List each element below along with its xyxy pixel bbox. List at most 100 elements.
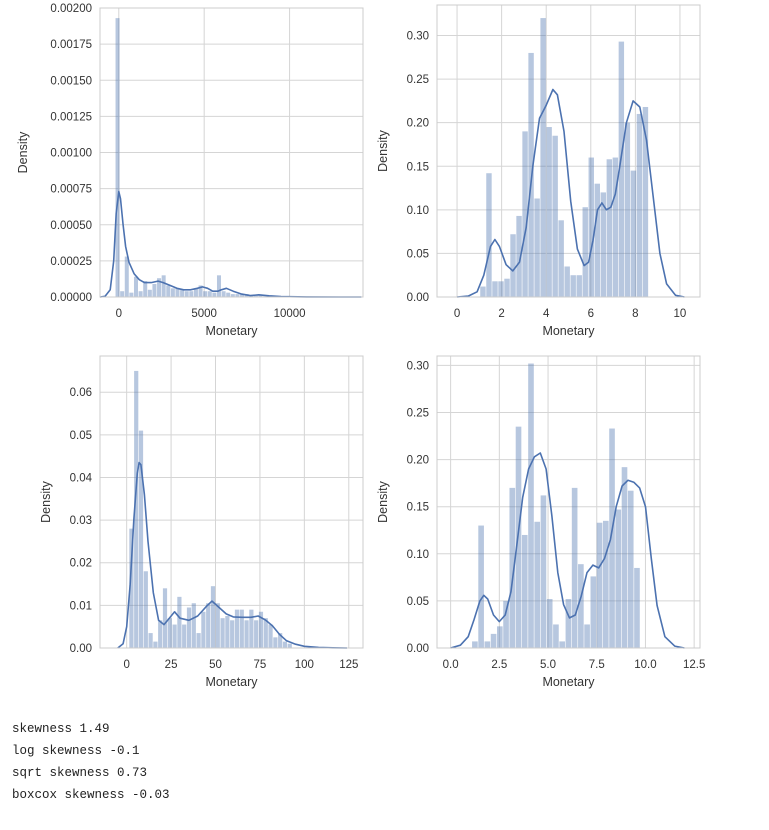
y-tick-label: 0.00175 [50, 39, 92, 51]
histogram-bar [612, 157, 619, 297]
histogram-bar [478, 525, 484, 648]
histogram-bar [153, 641, 158, 648]
histogram-bar [621, 467, 628, 648]
x-tick-label: 5000 [191, 308, 217, 320]
histogram-bar [540, 495, 547, 648]
histogram-bar [258, 611, 264, 648]
histogram-bar [147, 289, 152, 297]
plot-frame [99, 7, 364, 298]
y-axis-label: Density [376, 129, 390, 171]
y-axis-label: Density [16, 131, 30, 173]
plot-frame [99, 355, 364, 649]
histogram-bar [642, 106, 649, 297]
log-skewness-line: log skewness -0.1 [12, 744, 140, 758]
y-tick-label: 0.01 [70, 600, 92, 612]
y-tick-label: 0.00150 [50, 75, 92, 87]
histogram-bar [594, 183, 600, 297]
x-axis-label: Monetary [205, 324, 258, 338]
histogram-bar [129, 528, 134, 648]
histogram-bar [268, 624, 273, 648]
y-tick-label: 0.00 [407, 292, 429, 304]
histogram-bar [225, 616, 230, 648]
histogram-bar [172, 624, 177, 648]
y-tick-label: 0.05 [407, 596, 429, 608]
histogram-bar [221, 291, 226, 297]
y-tick-label: 0.15 [407, 502, 429, 514]
x-tick-label: 0 [123, 659, 129, 671]
plot-frame [436, 355, 701, 649]
x-tick-label: 12.5 [683, 659, 705, 671]
histogram-bar [230, 294, 235, 297]
y-tick-label: 0.00125 [50, 111, 92, 123]
histogram-bar [602, 520, 609, 648]
histogram-bar [226, 292, 231, 297]
x-tick-label: 10 [674, 308, 687, 320]
histogram-bar [230, 620, 235, 648]
histogram-bar [203, 291, 208, 297]
histogram-bar [239, 609, 244, 648]
x-tick-label: 125 [339, 659, 358, 671]
histogram-bar [193, 288, 198, 297]
x-tick-label: 0 [116, 308, 122, 320]
histogram-bar [615, 509, 622, 648]
histogram-bar [590, 576, 597, 648]
histogram-bar [528, 363, 534, 648]
y-tick-label: 0.02 [70, 558, 92, 570]
histogram-bar [240, 294, 245, 297]
histogram-bar [273, 637, 278, 648]
y-tick-label: 0.20 [407, 455, 429, 467]
histogram-bar [184, 291, 189, 297]
histogram-bar [522, 131, 528, 297]
x-axis-label: Monetary [542, 675, 595, 689]
histogram-bar [510, 234, 516, 297]
histogram-bar [516, 215, 522, 297]
histogram-bar [263, 618, 268, 648]
histogram-bar [166, 285, 171, 297]
x-tick-label: 75 [254, 659, 267, 671]
x-tick-label: 7.5 [589, 659, 605, 671]
histogram-bar [180, 289, 185, 297]
histogram-bar [152, 283, 157, 297]
kde-curve [450, 452, 685, 649]
y-tick-label: 0.03 [70, 515, 92, 527]
y-tick-label: 0.00000 [50, 292, 92, 304]
figure-grid: 0 5000 100000.000000.000250.000500.000750.… [16, 3, 705, 689]
histogram-bar [540, 18, 546, 298]
histogram-bar [571, 487, 578, 648]
histogram-bar [564, 266, 570, 297]
histogram-bar [124, 256, 129, 297]
histogram-bar [486, 173, 492, 297]
histogram-bar [162, 588, 168, 648]
plot-area [437, 5, 700, 297]
histogram-bar [201, 611, 206, 648]
sqrt-skewness-line: sqrt skewness 0.73 [12, 766, 148, 780]
histogram-bar [552, 135, 558, 297]
histogram-bar [503, 600, 509, 648]
chart-panel-monetary-sqrt: 0 25 50 75 100 125 0.00 0.01 0.02 0.03 0.04 0.05 0.0… [39, 355, 364, 689]
histogram-bar [492, 281, 498, 297]
histogram-bar [609, 428, 615, 648]
histogram-bar [472, 641, 478, 648]
chart-panel-monetary-log: 0 2 4 6 8 10 0.00 0.05 0.10 0.15 0.20 0.25 0.30 Monet… [376, 4, 701, 338]
y-tick-label: 0.05 [407, 248, 429, 260]
histogram-bar [504, 278, 510, 297]
histogram-bar [189, 291, 194, 297]
histogram-bar [143, 281, 148, 297]
histogram-bar [546, 127, 552, 298]
histogram-bar [206, 603, 211, 648]
histogram-bar [498, 281, 504, 297]
histogram-bar [600, 192, 607, 297]
histogram-bar [636, 113, 643, 297]
histogram-bar [254, 620, 259, 648]
histogram-bar [158, 620, 163, 648]
histogram-bar [210, 586, 216, 648]
histogram-bar [138, 430, 144, 648]
x-tick-label: 10000 [274, 308, 306, 320]
histogram-bar [143, 571, 148, 648]
x-tick-label: 6 [588, 308, 594, 320]
histogram-bar [115, 18, 120, 298]
histogram-bar [287, 643, 292, 648]
histogram-bar [559, 641, 565, 648]
x-tick-label: 4 [543, 308, 550, 320]
histogram-bar [497, 626, 503, 648]
